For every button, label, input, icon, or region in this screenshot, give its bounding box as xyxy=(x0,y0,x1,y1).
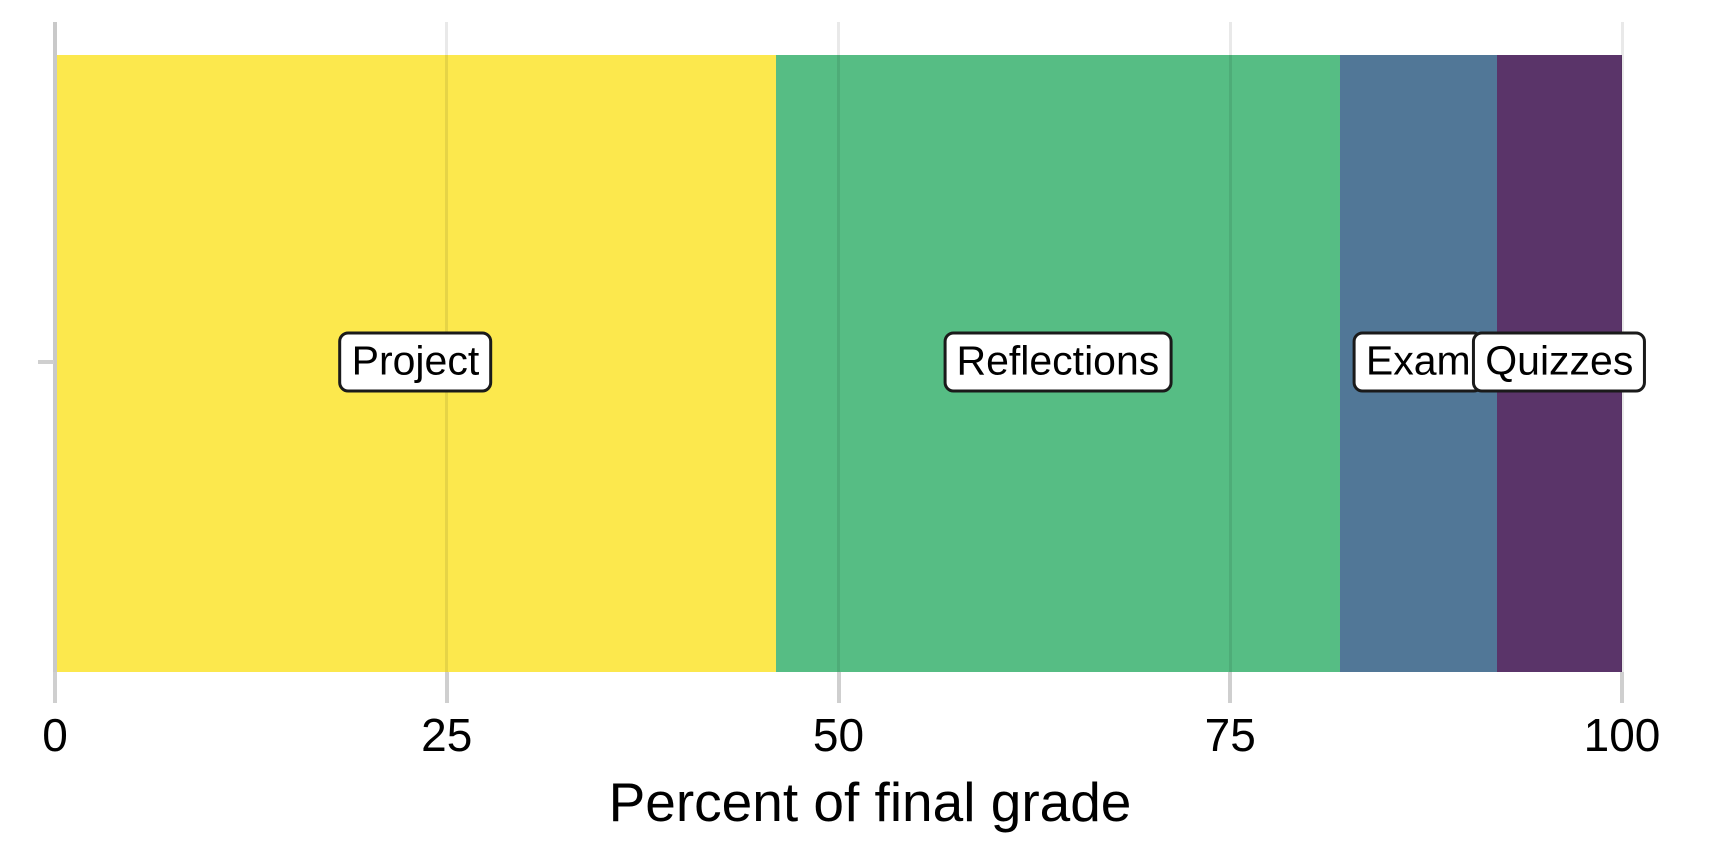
gridline-75 xyxy=(1228,22,1232,672)
segment-label-quizzes: Quizzes xyxy=(1472,331,1647,393)
segment-label-reflections: Reflections xyxy=(943,331,1173,393)
x-tick-0 xyxy=(53,672,57,703)
x-tick-label-0: 0 xyxy=(42,709,68,761)
segment-label-exam: Exam xyxy=(1352,331,1484,393)
x-tick-25 xyxy=(444,672,449,703)
gridline-50 xyxy=(837,22,840,672)
x-tick-label-50: 50 xyxy=(812,709,865,761)
y-axis-line xyxy=(53,22,57,672)
segment-label-project: Project xyxy=(338,331,493,393)
x-tick-label-25: 25 xyxy=(421,709,473,761)
x-tick-100 xyxy=(1620,672,1624,703)
x-axis-title: Percent of final grade xyxy=(608,771,1132,833)
x-tick-50 xyxy=(836,672,841,703)
x-tick-label-100: 100 xyxy=(1583,709,1661,761)
x-tick-75 xyxy=(1228,672,1233,703)
y-axis-tick xyxy=(38,360,54,364)
x-tick-label-75: 75 xyxy=(1204,709,1256,761)
